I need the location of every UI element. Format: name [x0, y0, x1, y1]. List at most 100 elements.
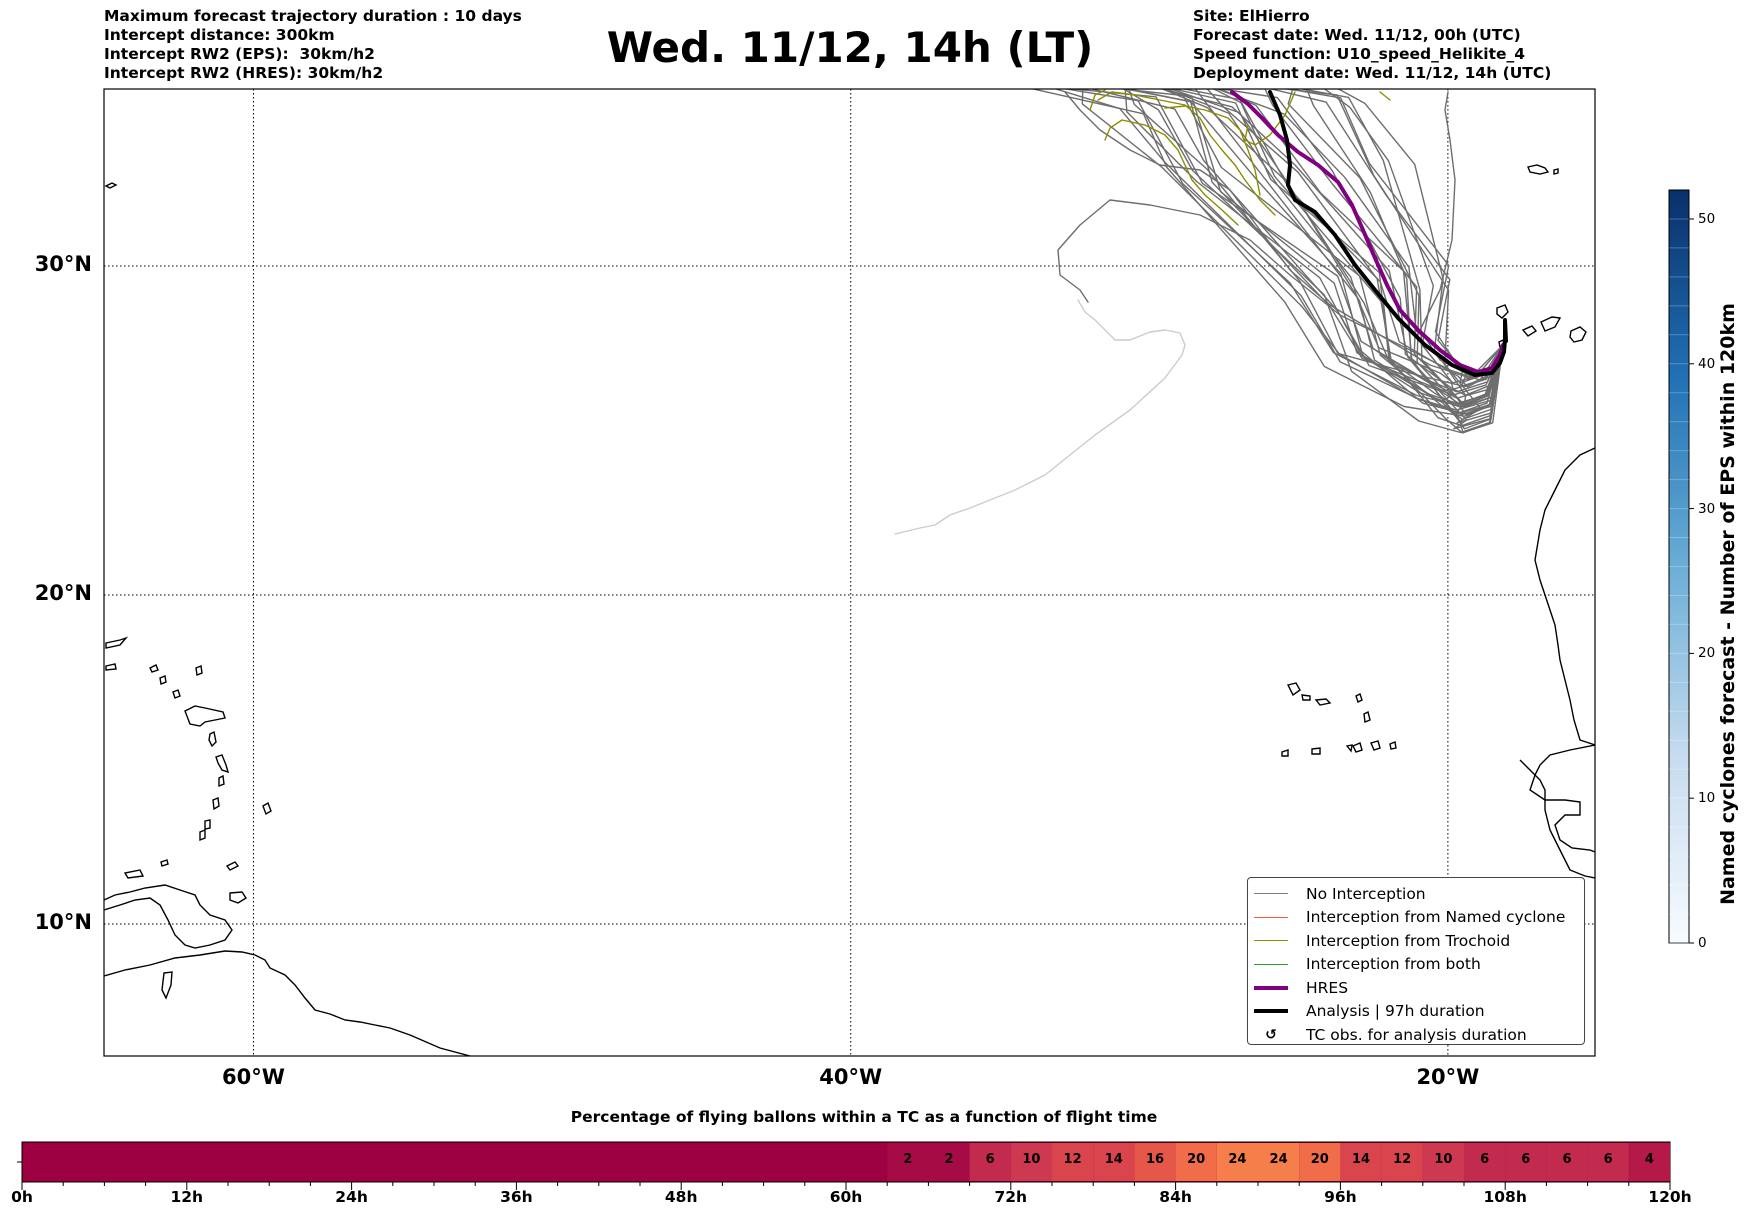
timeline-cell	[1175, 1143, 1217, 1181]
timeline-cell-value: 24	[1269, 1152, 1288, 1167]
timeline-cell-value: 4	[1644, 1152, 1654, 1167]
timeline-tick-label: 24h	[335, 1188, 368, 1206]
trajectory-analysis	[1268, 90, 1508, 377]
timeline-tick-label: 36h	[500, 1188, 533, 1206]
island	[161, 971, 173, 1000]
trajectory-eps	[1171, 89, 1504, 427]
header-left-line: Intercept RW2 (EPS): 30km/h2	[104, 45, 375, 63]
trajectory-eps	[1124, 89, 1504, 396]
colorbar-tick-label: 0	[1698, 935, 1707, 951]
island	[105, 663, 117, 671]
legend-item: Analysis | 97h duration	[1248, 1000, 1584, 1024]
trajectory-eps	[1053, 89, 1504, 414]
legend-label: No Interception	[1306, 884, 1426, 903]
header-left-info: Maximum forecast trajectory duration : 1…	[104, 7, 522, 83]
lon-label: 60°W	[222, 1065, 285, 1089]
trajectory-trochoid	[1097, 91, 1276, 216]
legend-line-swatch	[1254, 916, 1288, 918]
timeline-cell-value: 12	[1393, 1152, 1412, 1167]
island	[184, 705, 226, 727]
trajectory-faint	[894, 299, 1186, 535]
timeline-tick-label: 0h	[11, 1188, 33, 1206]
timeline-cell-value: 10	[1434, 1152, 1453, 1167]
timeline-tick-label: 96h	[1324, 1188, 1357, 1206]
island	[172, 689, 181, 699]
header-right-line: Speed function: U10_speed_Helikite_4	[1193, 45, 1526, 63]
header-right-line: Site: ElHierro	[1193, 7, 1310, 25]
trajectory-eps	[1323, 89, 1504, 390]
colorbar-tick-label: 30	[1698, 500, 1716, 517]
island	[160, 859, 169, 867]
island	[225, 861, 240, 871]
timeline-cell	[1340, 1143, 1382, 1181]
madeira	[1527, 164, 1550, 175]
timeline-cell-value: 2	[903, 1152, 913, 1167]
trajectory-eps	[1268, 89, 1504, 387]
trajectory-eps	[1064, 91, 1504, 379]
timeline-cell	[1093, 1143, 1135, 1181]
flight-time-timeline	[17, 1141, 1671, 1190]
trajectory-eps	[1337, 89, 1504, 407]
timeline-cell-value: 6	[1603, 1152, 1613, 1167]
timeline-tick-label: 108h	[1483, 1188, 1527, 1206]
cape-verde	[1281, 749, 1289, 757]
cape-verde	[1352, 742, 1363, 753]
africa-coast-south	[1529, 744, 1595, 853]
island	[105, 636, 129, 649]
legend-item: No Interception	[1248, 882, 1584, 906]
header-right-info: Site: ElHierro Forecast date: Wed. 11/12,…	[1193, 7, 1551, 83]
trajectory-eps	[1280, 89, 1504, 424]
island	[212, 797, 220, 811]
trajectory-eps	[1128, 89, 1504, 411]
legend: No Interception Interception from Named c…	[1247, 877, 1585, 1045]
timeline-title: Percentage of flying ballons within a TC…	[570, 1108, 1158, 1126]
cape-verde	[1314, 698, 1332, 706]
header-left-line: Intercept RW2 (HRES): 30km/h2	[104, 64, 384, 82]
timeline-tick-label: 48h	[664, 1188, 698, 1206]
canary-island	[1569, 326, 1587, 343]
timeline-cell-value: 20	[1187, 1152, 1206, 1167]
timeline-cell-value: 12	[1063, 1152, 1082, 1167]
legend-label: Analysis | 97h duration	[1306, 1002, 1485, 1021]
island	[215, 754, 230, 774]
cape-verde	[1301, 694, 1311, 701]
island	[159, 675, 167, 685]
timeline-cell	[887, 1143, 929, 1181]
colorbar-tick-label: 40	[1698, 355, 1716, 372]
cape-verde	[1345, 744, 1353, 753]
island	[208, 730, 217, 748]
timeline-cell	[1052, 1143, 1094, 1181]
timeline-cell	[1628, 1143, 1670, 1181]
legend-line-swatch	[1254, 893, 1288, 895]
timeline-tick-label: 60h	[829, 1188, 863, 1206]
caribbean-coast	[104, 884, 233, 949]
canary-island	[1496, 304, 1509, 319]
timeline-cell-value: 10	[1022, 1152, 1041, 1167]
africa-coast	[1534, 447, 1595, 746]
timeline-cell-value: 16	[1145, 1152, 1165, 1167]
legend-label: TC obs. for analysis duration	[1306, 1025, 1527, 1044]
legend-label: Interception from both	[1306, 955, 1481, 974]
island	[123, 869, 145, 879]
island	[218, 774, 225, 788]
map-frame	[103, 88, 1596, 1057]
island	[199, 828, 206, 842]
south-america-coast	[104, 950, 471, 1056]
timeline-cell-value: 20	[1310, 1152, 1329, 1167]
legend-item: Interception from Named cyclone	[1248, 906, 1584, 930]
trajectory-trochoid	[1089, 89, 1106, 111]
page-title: Wed. 11/12, 14h (LT)	[606, 23, 1094, 72]
timeline-cell-value: 6	[1480, 1152, 1490, 1167]
trajectory-eps	[1217, 89, 1504, 396]
timeline-cell-value: 2	[944, 1152, 954, 1167]
legend-item: HRES	[1248, 976, 1584, 1000]
timeline-cell-value: 24	[1228, 1152, 1247, 1167]
legend-item: Interception from both	[1248, 953, 1584, 977]
canary-island	[1540, 316, 1562, 332]
cape-verde	[1355, 693, 1363, 703]
timeline-cell	[1381, 1143, 1423, 1181]
trajectory-eps	[1298, 89, 1504, 416]
cyclone-symbol-icon: ↺	[1265, 1026, 1277, 1043]
header-right-line: Forecast date: Wed. 11/12, 00h (UTC)	[1193, 26, 1521, 44]
cape-verde	[1389, 741, 1397, 750]
